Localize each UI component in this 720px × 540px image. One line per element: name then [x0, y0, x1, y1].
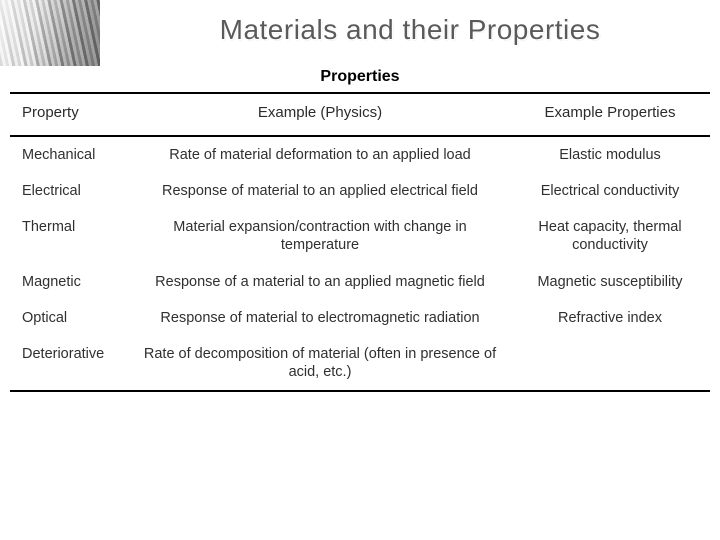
- table-row: Optical Response of material to electrom…: [10, 300, 710, 336]
- table-header-example-physics: Example (Physics): [130, 93, 510, 136]
- table-cell: Rate of decomposition of material (often…: [130, 336, 510, 391]
- table-header-row: Property Example (Physics) Example Prope…: [10, 93, 710, 136]
- table-cell: Deteriorative: [10, 336, 130, 391]
- table-row: Electrical Response of material to an ap…: [10, 173, 710, 209]
- table-row: Deteriorative Rate of decomposition of m…: [10, 336, 710, 391]
- table-cell: Electrical: [10, 173, 130, 209]
- table-cell: Thermal: [10, 209, 130, 263]
- table-cell: Rate of material deformation to an appli…: [130, 136, 510, 173]
- table-cell: Response of a material to an applied mag…: [130, 264, 510, 300]
- page-subtitle: Properties: [0, 68, 720, 86]
- table-cell: Electrical conductivity: [510, 173, 710, 209]
- table-cell: Elastic modulus: [510, 136, 710, 173]
- page-title: Materials and their Properties: [100, 0, 720, 46]
- corner-building-image: [0, 0, 100, 66]
- table-cell: Optical: [10, 300, 130, 336]
- table-cell: Refractive index: [510, 300, 710, 336]
- table-cell: Magnetic susceptibility: [510, 264, 710, 300]
- table-cell: Material expansion/contraction with chan…: [130, 209, 510, 263]
- table-cell: Response of material to electromagnetic …: [130, 300, 510, 336]
- header: Materials and their Properties: [0, 0, 720, 66]
- table-header-example-properties: Example Properties: [510, 93, 710, 136]
- table-cell: Heat capacity, thermal conductivity: [510, 209, 710, 263]
- table-row: Mechanical Rate of material deformation …: [10, 136, 710, 173]
- table-header-property: Property: [10, 93, 130, 136]
- table-cell: Response of material to an applied elect…: [130, 173, 510, 209]
- table-row: Magnetic Response of a material to an ap…: [10, 264, 710, 300]
- table-cell: Mechanical: [10, 136, 130, 173]
- table-cell: [510, 336, 710, 391]
- properties-table: Property Example (Physics) Example Prope…: [10, 92, 710, 392]
- table-cell: Magnetic: [10, 264, 130, 300]
- table-row: Thermal Material expansion/contraction w…: [10, 209, 710, 263]
